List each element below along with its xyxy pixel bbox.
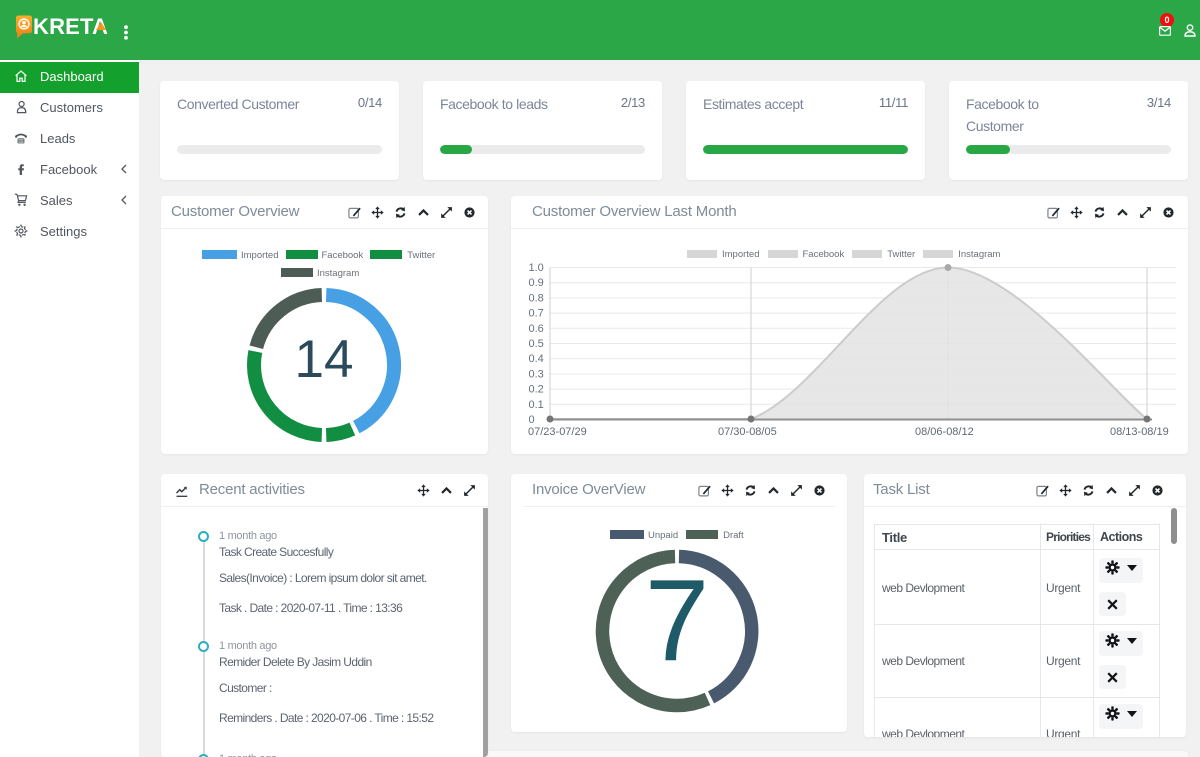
svg-text:0.4: 0.4 (529, 353, 544, 365)
svg-text:0.5: 0.5 (529, 338, 544, 350)
svg-text:7: 7 (645, 555, 710, 685)
svg-text:0.7: 0.7 (529, 308, 544, 320)
svg-text:0: 0 (529, 414, 535, 426)
svg-text:0.6: 0.6 (529, 323, 544, 335)
svg-text:08/13-08/19: 08/13-08/19 (1110, 426, 1169, 438)
svg-text:0.8: 0.8 (529, 292, 544, 304)
svg-text:0.1: 0.1 (529, 399, 544, 411)
svg-text:14: 14 (295, 330, 354, 389)
svg-text:08/06-08/12: 08/06-08/12 (915, 426, 974, 438)
svg-text:0.9: 0.9 (529, 277, 544, 289)
svg-text:07/23-07/29: 07/23-07/29 (528, 426, 587, 438)
svg-text:0.3: 0.3 (529, 368, 544, 380)
svg-text:07/30-08/05: 07/30-08/05 (718, 426, 777, 438)
svg-text:0.2: 0.2 (529, 384, 544, 396)
svg-text:1.0: 1.0 (529, 262, 544, 274)
